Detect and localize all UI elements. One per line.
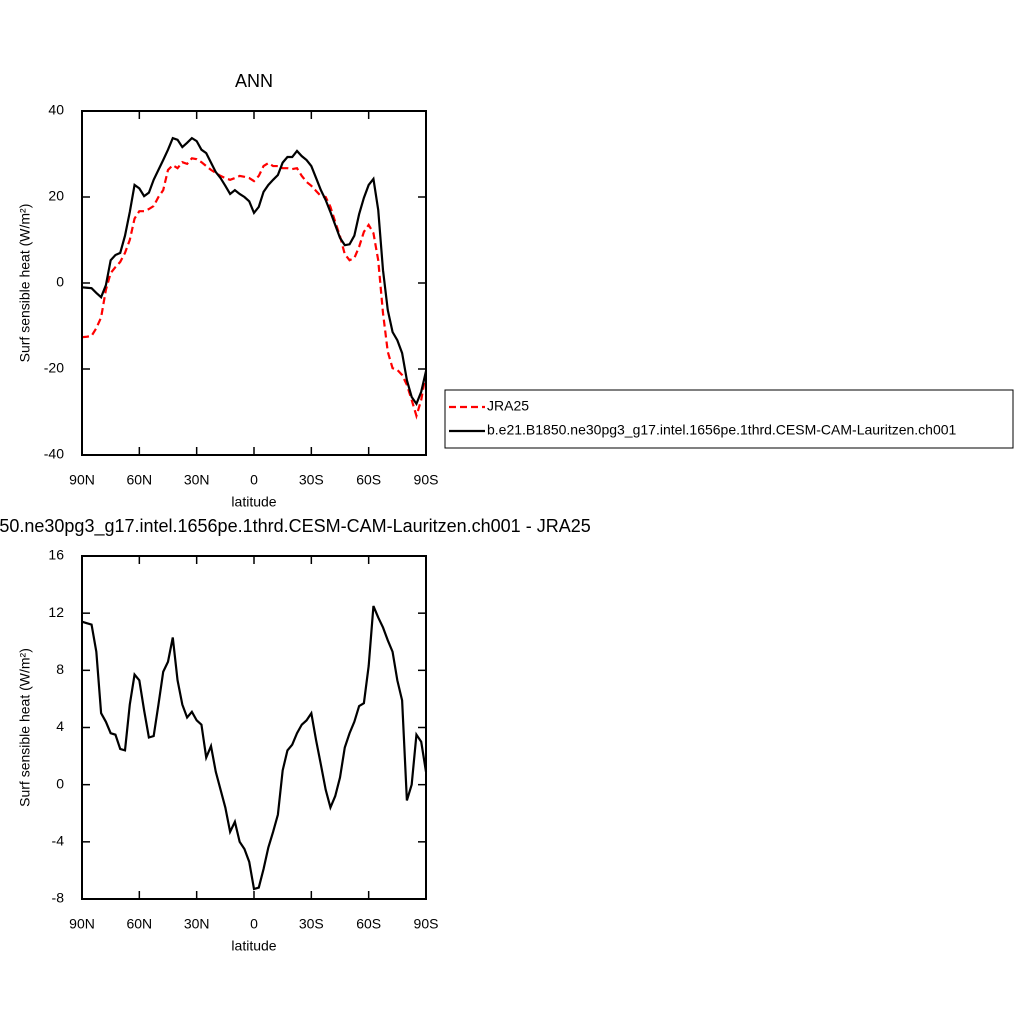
chart-title: b.e21.B1850.ne30pg3_g17.intel.1656pe.1th… bbox=[0, 516, 591, 537]
data-line bbox=[81, 605, 428, 891]
x-tick-label: 60S bbox=[356, 916, 381, 932]
x-tick-label: 90S bbox=[414, 916, 439, 932]
x-tick-label: 90N bbox=[69, 472, 95, 488]
x-tick-label: 30N bbox=[184, 472, 210, 488]
y-tick-label: 16 bbox=[48, 547, 64, 563]
x-tick-label: 30S bbox=[299, 916, 324, 932]
panel: ANN -40 -20 0 20 40 90N 60N 30N 0 30S 60S 90S latitud… bbox=[17, 71, 1014, 510]
y-tick-label: -40 bbox=[44, 446, 64, 462]
y-tick-label: -8 bbox=[52, 890, 65, 906]
y-tick-label: 0 bbox=[56, 274, 64, 290]
y-tick-label: 0 bbox=[56, 775, 64, 791]
y-tick-label: -20 bbox=[44, 360, 64, 376]
y-tick-label: 4 bbox=[56, 718, 64, 734]
x-axis-label: latitude bbox=[231, 938, 276, 954]
y-tick-label: 20 bbox=[48, 188, 64, 204]
y-axis-label: Surf sensible heat (W/m²) bbox=[17, 648, 33, 807]
y-tick-label: 8 bbox=[56, 661, 64, 677]
x-tick-label: 30N bbox=[184, 916, 210, 932]
x-tick-label: 30S bbox=[299, 472, 324, 488]
x-tick-label: 0 bbox=[250, 916, 258, 932]
x-tick-label: 60N bbox=[126, 916, 152, 932]
y-tick-label: 12 bbox=[48, 604, 64, 620]
data-line bbox=[81, 136, 428, 407]
x-tick-label: 60N bbox=[126, 472, 152, 488]
y-tick-label: 40 bbox=[48, 102, 64, 118]
legend-label: b.e21.B1850.ne30pg3_g17.intel.1656pe.1th… bbox=[487, 422, 957, 438]
x-tick-label: 90N bbox=[69, 916, 95, 932]
x-tick-label: 0 bbox=[250, 472, 258, 488]
x-tick-label: 90S bbox=[414, 472, 439, 488]
panel: b.e21.B1850.ne30pg3_g17.intel.1656pe.1th… bbox=[0, 516, 591, 954]
legend-label: JRA25 bbox=[487, 398, 529, 414]
plot-frame bbox=[81, 110, 427, 456]
plot-frame bbox=[81, 555, 427, 900]
data-line bbox=[81, 157, 428, 420]
x-tick-label: 60S bbox=[356, 472, 381, 488]
y-axis-label: Surf sensible heat (W/m²) bbox=[17, 204, 33, 363]
y-tick-label: -4 bbox=[52, 833, 65, 849]
legend-box bbox=[444, 389, 1014, 449]
chart-title: ANN bbox=[235, 71, 273, 91]
x-axis-label: latitude bbox=[231, 494, 276, 510]
